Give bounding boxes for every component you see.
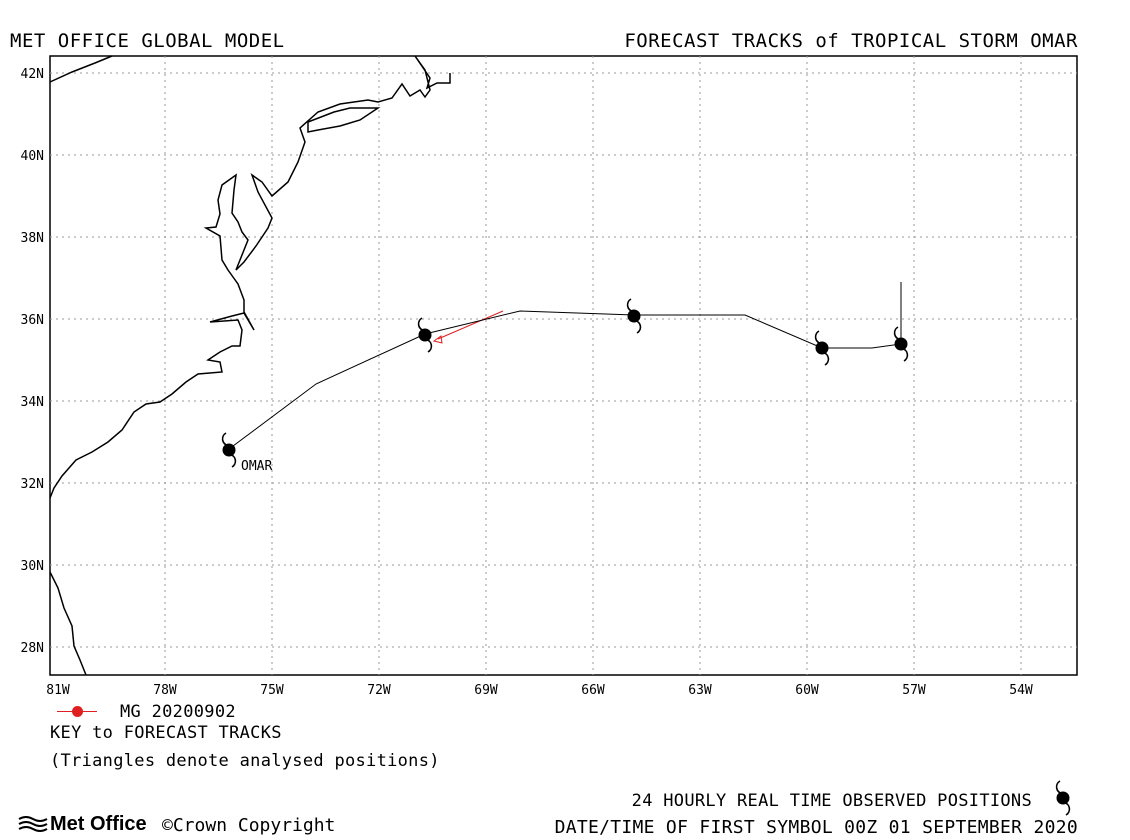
key-note: (Triangles denote analysed positions): [50, 751, 440, 771]
lat-label-30n: 30N: [21, 559, 44, 574]
lat-label-36n: 36N: [21, 313, 44, 328]
forecast-run-key-dot: [72, 706, 83, 717]
met-office-logo-icon: [18, 816, 48, 832]
observed-position-4: [814, 330, 830, 366]
copyright-symbol: ©: [162, 815, 173, 836]
copyright-notice: ©Crown Copyright: [162, 815, 335, 836]
lon-label-72w: 72W: [367, 683, 391, 698]
observed-position-2: [417, 317, 433, 353]
forecast-track: [432, 310, 504, 344]
lon-label-63w: 63W: [688, 683, 712, 698]
lon-label-60w: 60W: [795, 683, 819, 698]
lon-label-66w: 66W: [581, 683, 605, 698]
forecast-run-label: MG 20200902: [120, 702, 236, 722]
lon-label-75w: 75W: [260, 683, 284, 698]
lon-label-81w: 81W: [46, 683, 70, 698]
key-title: KEY to FORECAST TRACKS: [50, 723, 282, 743]
observed-position-1: [221, 432, 237, 468]
lat-label-32n: 32N: [21, 477, 44, 492]
map-frame: [49, 55, 1078, 676]
chart-title-left: MET OFFICE GLOBAL MODEL: [10, 30, 285, 52]
coastline-florida: [49, 571, 87, 676]
lat-gridlines: [50, 72, 1077, 648]
observed-positions: [221, 298, 909, 468]
met-office-brand: Met Office: [50, 813, 147, 835]
long-island: [307, 107, 381, 133]
coastline-north: [49, 55, 113, 83]
lon-label-54w: 54W: [1009, 683, 1033, 698]
first-symbol-note: DATE/TIME OF FIRST SYMBOL 00Z 01 SEPTEMB…: [554, 817, 1078, 838]
lat-label-38n: 38N: [21, 231, 44, 246]
lon-label-57w: 57W: [902, 683, 926, 698]
observed-track-line: [228, 282, 902, 450]
coastline: [49, 55, 451, 676]
storm-name-label: OMAR: [241, 459, 272, 474]
lat-label-40n: 40N: [21, 149, 44, 164]
met-office-logo: Met Office: [18, 813, 147, 836]
forecast-track-line: [437, 310, 504, 340]
lon-label-69w: 69W: [474, 683, 498, 698]
lat-label-34n: 34N: [21, 395, 44, 410]
coastline-east-us: [49, 55, 451, 499]
observed-position-3: [626, 298, 642, 334]
lat-label-42n: 42N: [21, 67, 44, 82]
chart-title-right: FORECAST TRACKS of TROPICAL STORM OMAR: [624, 30, 1078, 52]
copyright-text: Crown Copyright: [172, 815, 336, 836]
analysed-position-triangle: [432, 335, 443, 344]
observed-positions-legend-icon: [1055, 780, 1071, 816]
lat-label-28n: 28N: [21, 641, 44, 656]
observed-positions-note: 24 HOURLY REAL TIME OBSERVED POSITIONS: [631, 791, 1032, 811]
lon-label-78w: 78W: [153, 683, 177, 698]
lon-gridlines: [164, 56, 1022, 675]
